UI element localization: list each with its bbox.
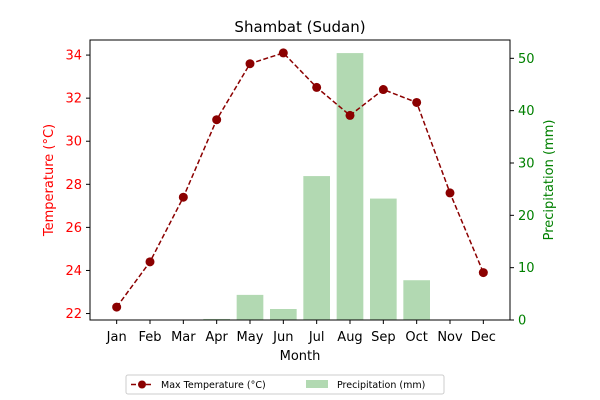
legend-marker-swatch bbox=[138, 380, 146, 389]
y-left-tick-label: 34 bbox=[65, 49, 82, 64]
precip-bar-may bbox=[236, 294, 264, 320]
y-right-tick-label: 30 bbox=[518, 156, 535, 171]
x-axis-label: Month bbox=[280, 349, 321, 364]
y-axis-right-label: Precipitation (mm) bbox=[542, 120, 557, 241]
precipitation-bars bbox=[203, 53, 430, 321]
x-tick-label: Jul bbox=[308, 330, 325, 345]
x-tick-label: Nov bbox=[437, 330, 463, 345]
x-tick-label: Apr bbox=[205, 330, 228, 345]
y-left-tick-label: 22 bbox=[65, 307, 82, 322]
legend-label-precipitation: Precipitation (mm) bbox=[337, 380, 425, 391]
precip-bar-aug bbox=[336, 53, 364, 321]
x-tick-label: Mar bbox=[171, 330, 196, 345]
legend-frame bbox=[125, 374, 445, 395]
legend-label-temperature: Max Temperature (°C) bbox=[161, 380, 266, 391]
y-left-tick-label: 26 bbox=[65, 221, 82, 236]
x-tick-label: Jan bbox=[106, 330, 127, 345]
temp-point-sep bbox=[378, 85, 388, 95]
legend-bar-swatch bbox=[306, 380, 328, 388]
plot-frame bbox=[89, 39, 511, 321]
x-tick-label: Jun bbox=[272, 330, 293, 345]
x-tick-label: May bbox=[237, 330, 264, 345]
precip-bar-sep bbox=[370, 198, 397, 320]
x-tick-label: Feb bbox=[138, 330, 161, 345]
y-right-tick-label: 0 bbox=[518, 314, 526, 329]
temp-point-jun bbox=[278, 48, 288, 58]
axes: 22 24 26 28 30 32 34 0 10 20 30 40 50 Jan Feb Mar Apr May… bbox=[65, 39, 535, 345]
y-left-tick-label: 28 bbox=[65, 178, 82, 193]
y-left-tick-label: 32 bbox=[65, 92, 82, 107]
y-right-tick-label: 20 bbox=[518, 209, 535, 224]
x-tick-label: Oct bbox=[405, 330, 427, 345]
y-right-tick-label: 40 bbox=[518, 104, 535, 119]
legend: Max Temperature (°C) Precipitation (mm) bbox=[125, 374, 445, 395]
temp-point-nov bbox=[445, 188, 455, 198]
temp-point-may bbox=[245, 59, 255, 69]
temp-point-aug bbox=[345, 110, 355, 120]
x-tick-label: Aug bbox=[337, 330, 362, 345]
temp-point-jan bbox=[112, 302, 122, 312]
temp-point-feb bbox=[145, 257, 155, 267]
precip-bar-apr bbox=[203, 318, 230, 320]
temperature-line bbox=[112, 48, 488, 312]
precip-bar-jun bbox=[270, 309, 297, 320]
x-tick-label: Sep bbox=[371, 330, 396, 345]
temp-point-apr bbox=[212, 115, 222, 125]
y-axis-left-label: Temperature (°C) bbox=[42, 124, 57, 237]
y-right-tick-label: 10 bbox=[518, 261, 535, 276]
y-left-tick-label: 30 bbox=[65, 135, 82, 150]
temp-point-dec bbox=[478, 268, 488, 278]
precip-bar-jul bbox=[303, 176, 330, 320]
temp-point-oct bbox=[412, 97, 422, 107]
y-left-tick-label: 24 bbox=[65, 264, 82, 279]
precip-bar-oct bbox=[403, 280, 430, 320]
x-tick-label: Dec bbox=[471, 330, 496, 345]
temp-point-jul bbox=[312, 82, 322, 92]
temp-point-mar bbox=[178, 192, 188, 202]
chart-title: Shambat (Sudan) bbox=[234, 18, 365, 36]
y-right-tick-label: 50 bbox=[518, 52, 535, 67]
temperature-line-path bbox=[116, 52, 485, 308]
